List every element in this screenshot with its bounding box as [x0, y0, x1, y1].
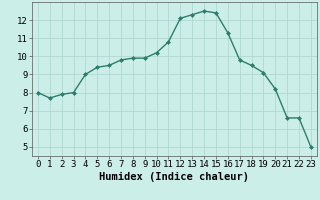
X-axis label: Humidex (Indice chaleur): Humidex (Indice chaleur)	[100, 172, 249, 182]
